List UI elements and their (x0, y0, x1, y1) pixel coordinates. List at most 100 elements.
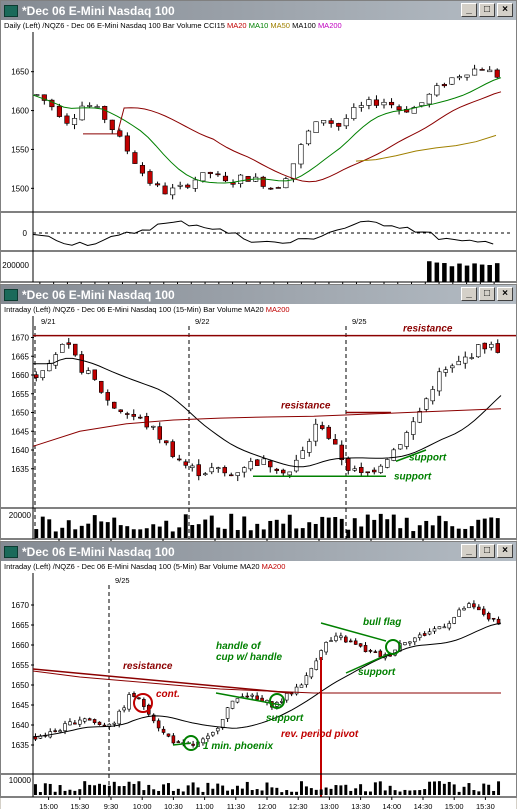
candle-body (396, 106, 402, 111)
candle-body (432, 628, 437, 632)
title-bar[interactable]: *Dec 06 E-Mini Nasdaq 100 _ □ × (1, 285, 516, 304)
window-title: *Dec 06 E-Mini Nasdaq 100 (22, 3, 175, 18)
volume-bar (83, 781, 87, 795)
volume-bar (274, 519, 279, 538)
candle-body (434, 85, 440, 96)
candle-body (97, 721, 102, 725)
volume-bar (359, 526, 364, 538)
cont-circle (133, 693, 153, 713)
candle-body (127, 694, 131, 710)
candle-body (206, 735, 210, 739)
candle-body (161, 728, 166, 733)
close-button[interactable]: × (497, 287, 513, 301)
volume-bar (242, 516, 247, 538)
intraday-5min-chart[interactable]: 1670 1665 1660 1655 1650 1645 1640 1635 9/25 resi… (1, 573, 516, 809)
header-segment: MA200 (265, 305, 290, 314)
volume-bar (170, 531, 175, 538)
volume-bar (487, 784, 491, 795)
candle-body (324, 642, 328, 653)
candle-body (368, 650, 373, 652)
minimize-button[interactable]: _ (461, 544, 477, 558)
minimize-button[interactable]: _ (461, 3, 477, 17)
volume-tick-label: 20000 (9, 511, 32, 520)
candle-body (345, 458, 351, 471)
candle-body (56, 105, 62, 117)
x-tick-label: 10:30 (164, 802, 183, 809)
candle-body (68, 721, 72, 726)
header-segment: Daily (Left) /NQZ6 - Dec 06 E-Mini Nasda… (4, 21, 228, 30)
volume-bar (92, 515, 97, 538)
volume-bar (125, 526, 130, 538)
candle-body (46, 362, 52, 372)
candle-body (125, 413, 130, 415)
volume-bar (235, 529, 240, 538)
candle-body (469, 357, 474, 359)
title-bar[interactable]: *Dec 06 E-Mini Nasdaq 100 _ □ × (1, 542, 516, 561)
minimize-button[interactable]: _ (461, 287, 477, 301)
volume-bar (221, 785, 225, 795)
y-tick-label: 1660 (11, 371, 29, 380)
candle-body (139, 165, 146, 174)
volume-bar (147, 784, 151, 795)
header-segment: MA200 (261, 562, 286, 571)
candle-body (447, 623, 452, 629)
volume-bar (132, 783, 136, 795)
candle-body (157, 426, 163, 440)
volume-bar (137, 781, 141, 795)
volume-bar (295, 791, 299, 795)
candle-body (479, 69, 485, 71)
volume-bar (463, 528, 468, 538)
candle-body (132, 693, 136, 697)
volume-bar (166, 783, 170, 795)
volume-bar (307, 522, 312, 538)
candle-body (452, 617, 456, 624)
y-tick-label: 1645 (11, 701, 29, 710)
volume-bar (497, 781, 501, 795)
volume-bar (487, 264, 492, 282)
volume-bar (309, 788, 313, 795)
candle-body (284, 693, 289, 701)
volume-bar (324, 787, 328, 795)
volume-bar (43, 783, 47, 795)
candle-body (112, 722, 117, 725)
candle-body (183, 461, 189, 466)
volume-bar (378, 513, 383, 538)
candle-body (332, 439, 338, 445)
volume-bar (359, 784, 363, 795)
bull-flag-label: bull flag (363, 617, 401, 628)
maximize-button[interactable]: □ (479, 544, 495, 558)
candle-body (171, 735, 176, 744)
title-bar[interactable]: *Dec 06 E-Mini Nasdaq 100 _ □ × (1, 1, 516, 20)
volume-bar (411, 531, 416, 538)
intraday-15min-chart[interactable]: 1670 1665 1660 1655 1650 1645 1640 1635 9/21 9/22… (1, 316, 516, 551)
close-button[interactable]: × (497, 3, 513, 17)
volume-bar (176, 788, 180, 795)
candle-body (417, 410, 422, 423)
phoenix-label: 1 min. phoenix (203, 741, 273, 752)
daily-chart[interactable]: 1650160015501500020000021232729J61012141… (1, 32, 516, 294)
y-tick-label: 1640 (11, 446, 29, 455)
candle-body (63, 723, 67, 732)
maximize-button[interactable]: □ (479, 287, 495, 301)
volume-bar (464, 265, 470, 282)
ma200-line (32, 408, 502, 447)
candle-body (462, 608, 466, 611)
candle-body (235, 472, 241, 476)
candle-body (248, 461, 254, 470)
candle-body (170, 187, 176, 196)
volume-bar (152, 789, 156, 795)
y-tick-label: 1655 (11, 390, 29, 399)
y-tick-label: 1660 (11, 641, 29, 650)
session-date-label: 9/25 (115, 576, 130, 585)
candle-body (190, 465, 195, 468)
volume-bar (248, 530, 253, 538)
y-tick-label: 1645 (11, 427, 29, 436)
cont-label: cont. (156, 689, 180, 700)
volume-bar (495, 518, 500, 538)
candle-body (334, 635, 338, 641)
candle-body (66, 342, 72, 345)
maximize-button[interactable]: □ (479, 3, 495, 17)
volume-bar (408, 790, 412, 795)
close-button[interactable]: × (497, 544, 513, 558)
candle-body (242, 467, 247, 473)
